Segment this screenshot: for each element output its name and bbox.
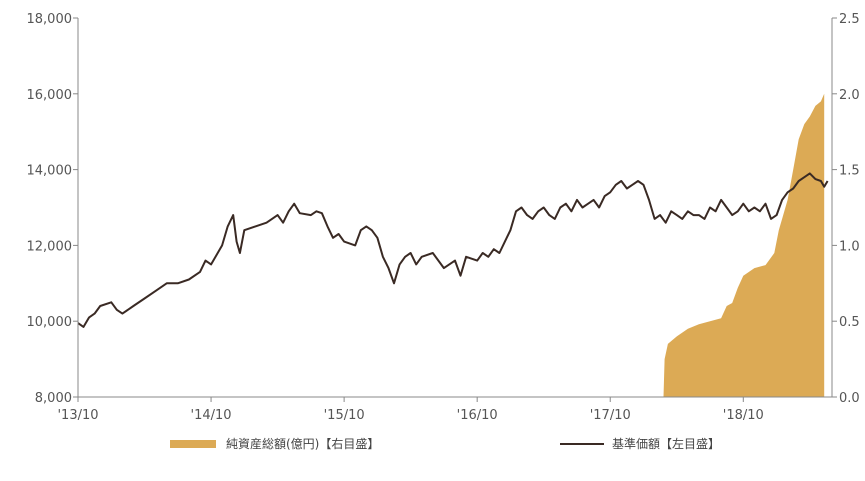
left-tick-label: 12,000	[27, 239, 73, 254]
nav-line	[77, 172, 829, 328]
right-tick-label: 0.5	[839, 315, 860, 330]
right-axis-ticks: 0.0 0.5 1.0 1.5 2.0 2.5	[832, 12, 860, 406]
legend-label-net-assets: 純資産総額(億円)【右目盛】	[226, 436, 379, 451]
x-tick-label: '14/10	[191, 408, 232, 423]
axes	[77, 18, 833, 398]
right-tick-label: 0.0	[839, 391, 860, 406]
x-tick-label: '17/10	[590, 408, 631, 423]
left-tick-label: 8,000	[35, 391, 72, 406]
right-tick-label: 1.0	[839, 239, 860, 254]
legend: 純資産総額(億円)【右目盛】 基準価額【左目盛】	[170, 436, 720, 451]
net-assets-area-layer	[78, 93, 825, 398]
legend-label-nav: 基準価額【左目盛】	[612, 436, 720, 451]
right-tick-label: 2.5	[839, 12, 860, 27]
legend-swatch-net-assets	[170, 440, 216, 448]
right-tick-label: 2.0	[839, 88, 860, 103]
x-tick-label: '15/10	[324, 408, 365, 423]
x-tick-label: '13/10	[57, 408, 98, 423]
net-assets-area	[78, 93, 825, 398]
left-tick-label: 10,000	[27, 315, 73, 330]
left-tick-label: 16,000	[27, 88, 73, 103]
right-tick-label: 1.5	[839, 164, 860, 179]
x-tick-label: '16/10	[457, 408, 498, 423]
left-tick-label: 14,000	[27, 164, 73, 179]
x-tick-label: '18/10	[723, 408, 764, 423]
x-axis-ticks: '13/10 '14/10 '15/10 '16/10 '17/10 '18/10	[57, 397, 764, 423]
left-tick-label: 18,000	[27, 12, 73, 27]
nav-line-layer	[77, 172, 829, 328]
left-axis-ticks: 8,000 10,000 12,000 14,000 16,000 18,000	[27, 12, 78, 406]
